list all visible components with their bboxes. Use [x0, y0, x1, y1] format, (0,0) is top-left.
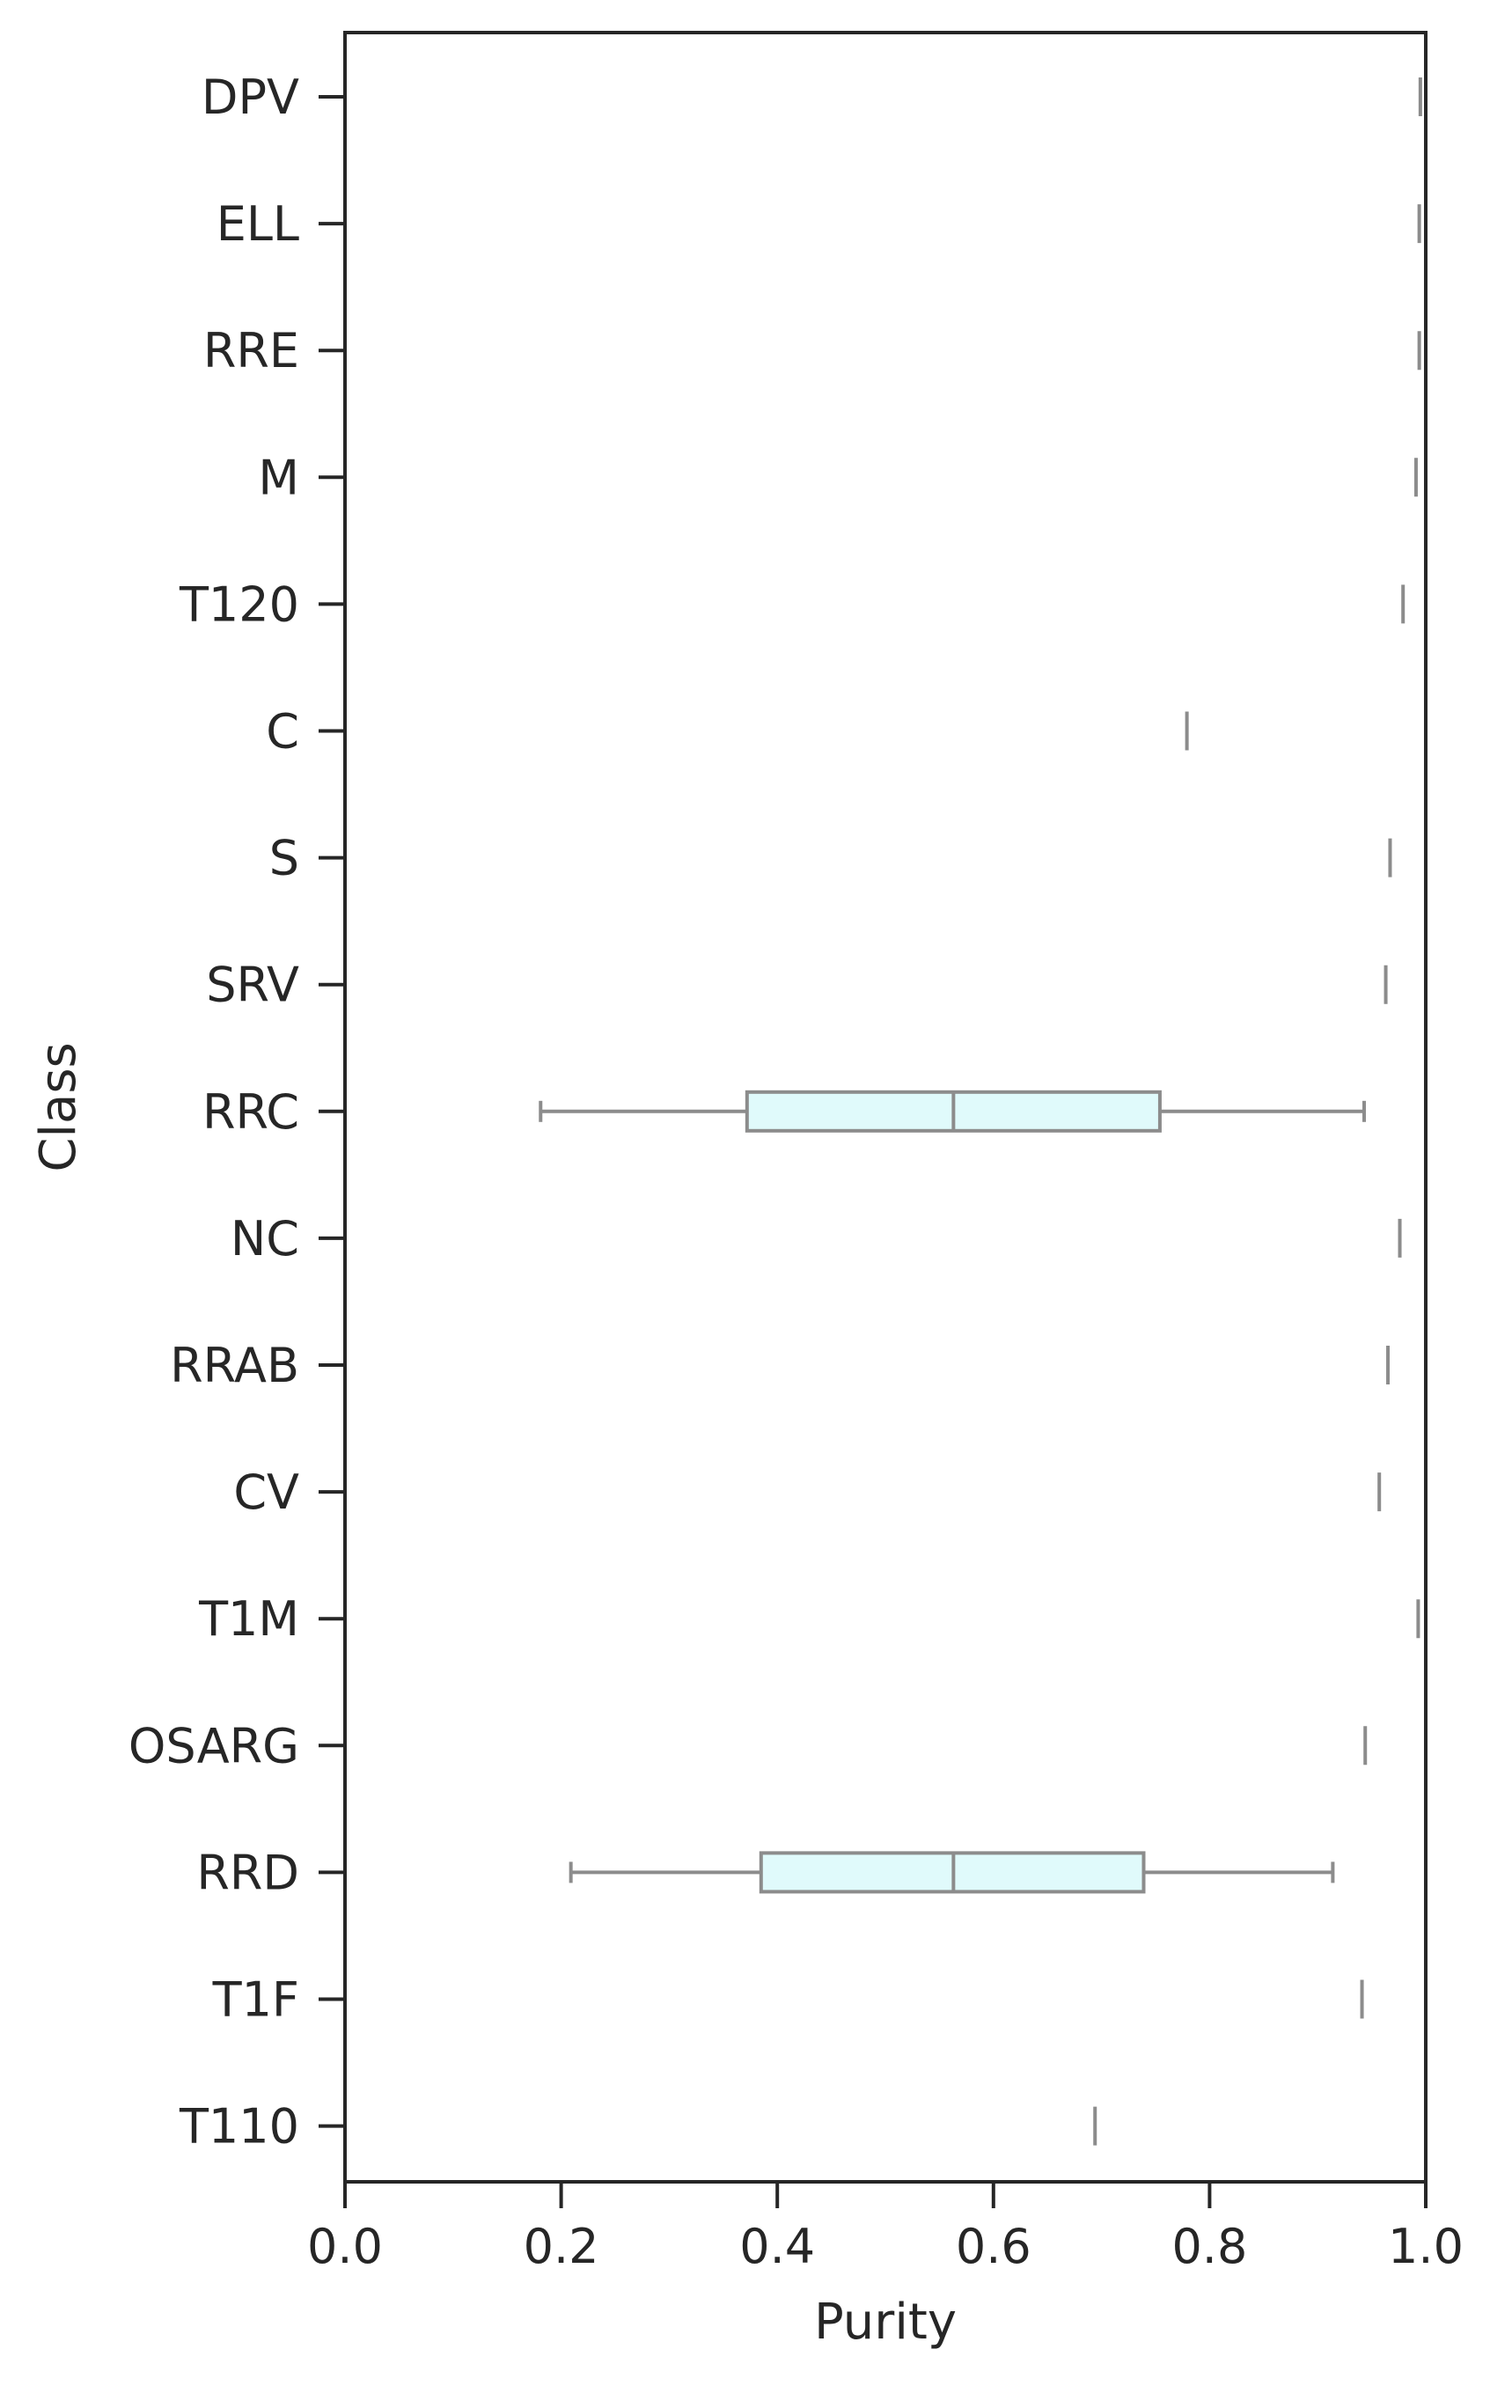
- x-tick-label: 0.2: [524, 2219, 599, 2274]
- x-tick-label: 1.0: [1388, 2219, 1464, 2274]
- y-axis-title: Class: [30, 1042, 87, 1171]
- x-tick-label: 0.6: [956, 2219, 1031, 2274]
- x-tick-label: 0.8: [1171, 2219, 1247, 2274]
- y-tick-label: RRD: [196, 1845, 299, 1900]
- x-axis-title: Purity: [814, 2294, 957, 2351]
- y-tick-label: S: [269, 831, 299, 886]
- y-tick-label: SRV: [206, 958, 299, 1013]
- y-axis: DPV ELL RRE M T120 C S SRV RRC NC RRAB CV T1M OSARG RR…: [128, 70, 345, 2155]
- y-tick-label: T1F: [212, 1972, 299, 2028]
- y-tick-label: T120: [179, 576, 299, 632]
- y-tick-label: NC: [231, 1211, 299, 1266]
- y-tick-label: ELL: [217, 196, 299, 252]
- y-tick-label: RRC: [202, 1084, 299, 1140]
- y-tick-label: T1M: [198, 1591, 299, 1647]
- x-tick-label: 0.4: [739, 2219, 815, 2274]
- box-rrc: [539, 1090, 1367, 1133]
- y-tick-label: OSARG: [128, 1718, 299, 1773]
- y-tick-label: RRAB: [170, 1338, 299, 1393]
- y-tick-label: DPV: [202, 70, 299, 125]
- x-tick-label: 0.0: [307, 2219, 383, 2274]
- x-axis: 0.0 0.2 0.4 0.6 0.8 1.0: [307, 2182, 1464, 2274]
- box-series: [539, 77, 1422, 2146]
- y-tick-label: C: [266, 704, 299, 760]
- y-tick-label: RRE: [203, 323, 299, 378]
- y-tick-label: CV: [233, 1465, 299, 1520]
- box-rrd: [569, 1851, 1335, 1894]
- y-tick-label: M: [258, 450, 299, 505]
- y-tick-label: T110: [179, 2099, 299, 2155]
